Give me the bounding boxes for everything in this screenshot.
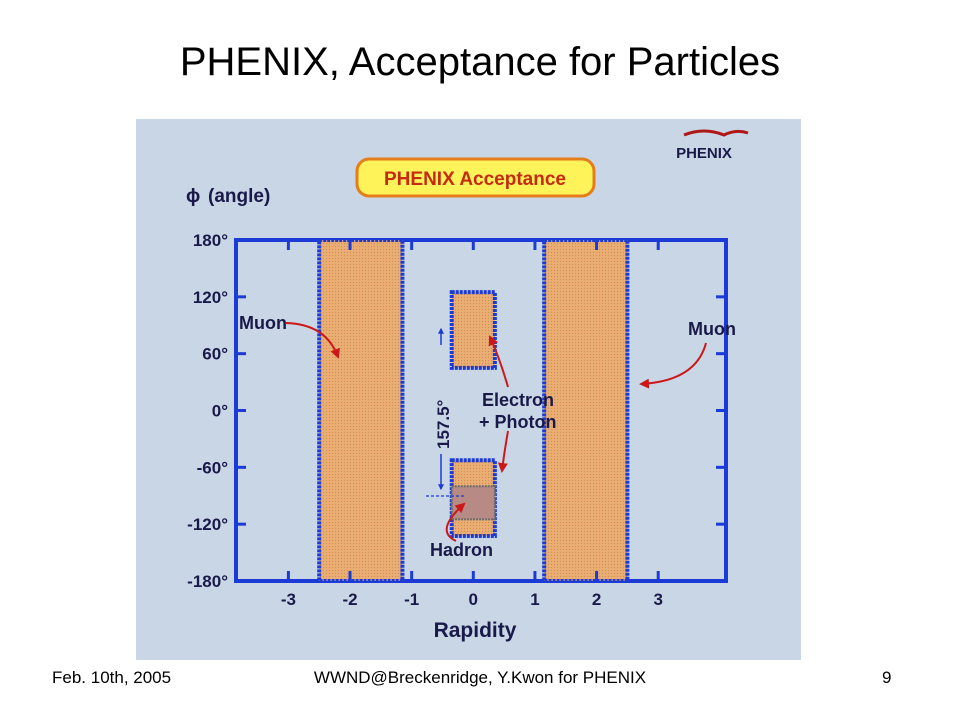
y-tick-label: -120° xyxy=(187,515,228,534)
electron-arrow-down xyxy=(497,430,509,473)
region-central-top xyxy=(449,290,497,370)
logo-text: PHENIX xyxy=(676,145,732,162)
muon-right-label: Muon xyxy=(688,319,736,339)
photon-label: + Photon xyxy=(479,412,557,432)
dimension-label: 157.5° xyxy=(434,399,453,449)
panel-title: PHENIX Acceptance xyxy=(384,169,566,190)
y-axis-symbol: ϕ xyxy=(186,186,200,207)
x-tick-label: -3 xyxy=(281,590,296,609)
y-tick-label: 0° xyxy=(212,402,228,421)
x-tick-label: 0 xyxy=(469,590,478,609)
slide-title: PHENIX, Acceptance for Particles xyxy=(179,40,781,84)
region-muon-right xyxy=(542,238,630,583)
footer-page-number: 9 xyxy=(882,668,892,687)
y-tick-label: -180° xyxy=(187,572,228,591)
x-tick-label: 1 xyxy=(530,590,539,609)
hadron-arrow xyxy=(445,502,466,542)
footer-date: Feb. 10th, 2005 xyxy=(52,668,172,687)
muon-right-arrow xyxy=(639,342,707,389)
acceptance-figure: PHENIX PHENIX Acceptance ϕ (angle) Rapid… xyxy=(136,119,801,660)
footer-center-text: WWND@Breckenridge, Y.Kwon for PHENIX xyxy=(313,668,647,687)
panel-title-background xyxy=(355,157,596,198)
region-hadron xyxy=(450,485,496,521)
dimension-marker: 157.5° xyxy=(426,327,464,497)
y-tick-label: 120° xyxy=(193,288,228,307)
x-tick-label: 3 xyxy=(653,590,662,609)
acceptance-diagram: PHENIX PHENIX Acceptance ϕ (angle) Rapid… xyxy=(136,119,801,660)
phenix-logo: PHENIX xyxy=(676,129,749,162)
x-tick-label: 2 xyxy=(592,590,601,609)
electron-label: Electron xyxy=(482,390,554,410)
x-tick-label: -1 xyxy=(404,590,419,609)
muon-left-arrow xyxy=(285,322,340,359)
y-tick-label: 180° xyxy=(193,231,228,250)
y-tick-label: 60° xyxy=(202,345,228,364)
y-axis-label: (angle) xyxy=(208,186,270,207)
y-tick-label: -60° xyxy=(197,458,229,477)
hadron-label: Hadron xyxy=(430,540,493,560)
electron-arrow-up xyxy=(488,335,509,388)
muon-left-label: Muon xyxy=(239,313,287,333)
figure-background xyxy=(136,119,801,660)
x-tick-label: -2 xyxy=(342,590,357,609)
panel-title-box: PHENIX Acceptance xyxy=(355,157,596,198)
x-axis-label: Rapidity xyxy=(434,619,517,642)
region-muon-left xyxy=(317,238,405,583)
